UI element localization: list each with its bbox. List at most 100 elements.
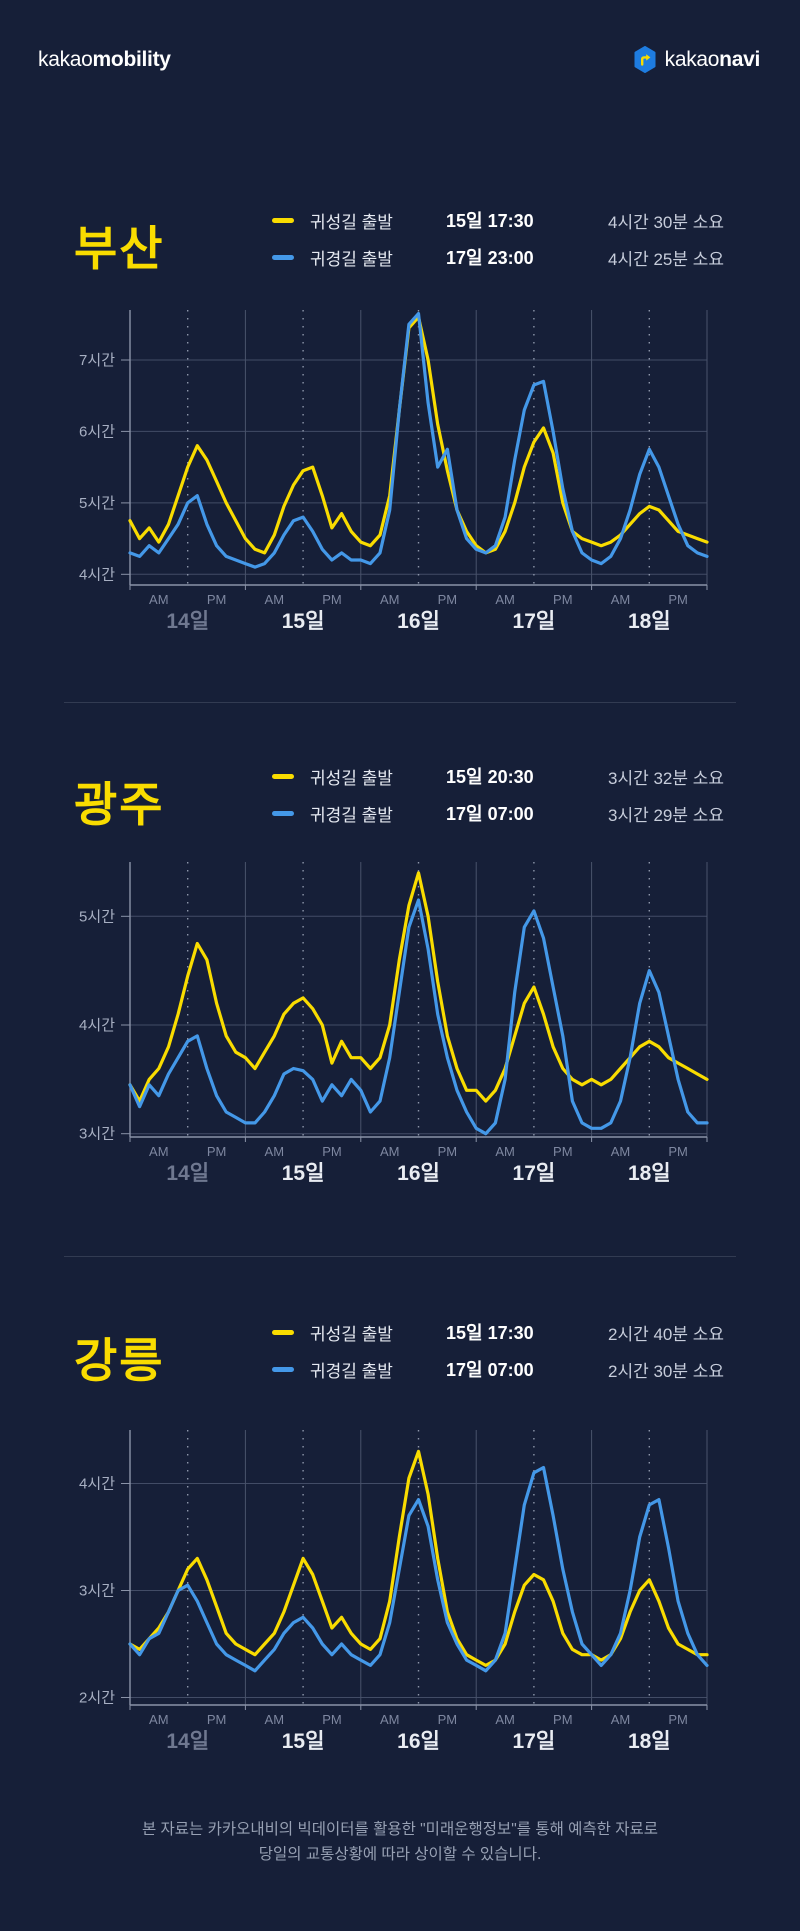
svg-text:PM: PM [553,592,573,607]
series-line-outbound [128,871,709,1103]
svg-text:4시간: 4시간 [79,1476,115,1493]
outbound-line-swatch [272,1329,294,1335]
svg-text:AM: AM [265,1144,285,1159]
legend-label: 귀경길 출발 [310,805,393,825]
svg-text:18일: 18일 [628,1162,671,1185]
date-labels: 14일 15일 16일 17일 18일 [166,610,670,633]
svg-text:PM: PM [207,1712,227,1727]
svg-text:18일: 18일 [628,1730,671,1753]
kakaomobility-logo: kakaomobility [38,48,171,72]
legend-row-outbound: 귀성길 출발 15일 17:30 2시간 40분 소요 [272,1319,756,1345]
brand-suffix: mobility [92,47,171,71]
svg-text:17일: 17일 [513,610,556,633]
footer-line-2: 당일의 교통상황에 따라 상이할 수 있습니다. [258,1845,542,1863]
legend-datetime: 17일 07:00 [446,1360,534,1380]
brand-prefix: kakao [664,47,720,71]
outbound-line-swatch [272,773,294,779]
brand-suffix: navi [719,47,760,71]
axes [129,862,707,1138]
footer-disclaimer: 본 자료는 카카오내비의 빅데이터를 활용한 "미래운행정보"를 통해 예측한 … [0,1818,800,1868]
svg-text:3시간: 3시간 [79,1126,115,1143]
svg-text:PM: PM [438,592,458,607]
city-title-busan: 부산 [74,222,165,275]
legend-datetime: 15일 17:30 [446,211,534,231]
svg-text:PM: PM [668,1144,688,1159]
svg-text:AM: AM [380,592,400,607]
footer-line-1: 본 자료는 카카오내비의 빅데이터를 활용한 "미래운행정보"를 통해 예측한 … [141,1821,659,1838]
svg-text:PM: PM [207,1144,227,1159]
line-chart-gangneung: 2시간 3시간 4시간 AM PM AM PM AM PM AM PM AM PM 14일 15일 16일 17… [79,1430,709,1753]
chart-section-gangneung: 강릉 귀성길 출발 15일 17:30 2시간 40분 소요 귀경길 출발 17… [0,1319,800,1754]
section-header: 광주 귀성길 출발 15일 20:30 3시간 32분 소요 귀경길 출발 17… [0,763,800,828]
legend-datetime: 15일 20:30 [446,767,534,787]
y-axis-labels: 4시간 5시간 6시간 7시간 [79,352,115,583]
svg-text:15일: 15일 [282,1162,325,1185]
section-header: 강릉 귀성길 출발 15일 17:30 2시간 40분 소요 귀경길 출발 17… [0,1319,800,1384]
series-line-return [128,898,709,1136]
y-gridlines [121,915,707,1135]
legend-label: 귀성길 출발 [310,1324,393,1344]
svg-text:AM: AM [149,1712,169,1727]
legend-datetime: 17일 07:00 [446,804,534,824]
series-line-return [128,312,709,569]
kakaonavi-logo: kakaonavi [633,46,760,73]
svg-text:AM: AM [495,1144,515,1159]
svg-text:3시간: 3시간 [79,1583,115,1600]
svg-text:18일: 18일 [628,610,671,633]
svg-text:6시간: 6시간 [79,423,115,440]
svg-text:4시간: 4시간 [79,566,115,583]
legend-duration: 4시간 30분 소요 [608,212,725,232]
legend-row-return: 귀경길 출발 17일 07:00 3시간 29분 소요 [272,800,756,826]
svg-text:5시간: 5시간 [79,495,115,512]
ampm-labels: AM PM AM PM AM PM AM PM AM PM [149,1144,688,1159]
svg-text:AM: AM [611,1712,631,1727]
svg-text:14일: 14일 [166,610,209,633]
svg-text:AM: AM [380,1144,400,1159]
svg-text:PM: PM [322,1712,342,1727]
legend-label: 귀경길 출발 [310,249,393,269]
svg-text:7시간: 7시간 [79,352,115,369]
svg-text:17일: 17일 [513,1162,556,1185]
svg-text:16일: 16일 [397,610,440,633]
axes [129,310,707,586]
legend: 귀성길 출발 15일 20:30 3시간 32분 소요 귀경길 출발 17일 0… [272,763,756,828]
chart-section-busan: 부산 귀성길 출발 15일 17:30 4시간 30분 소요 귀경길 출발 17… [0,207,800,634]
legend-duration: 3시간 32분 소요 [608,768,725,788]
svg-text:AM: AM [611,1144,631,1159]
section-divider [64,1256,736,1257]
svg-text:5시간: 5시간 [79,908,115,925]
header: kakaomobility kakaonavi [0,0,800,73]
section-divider [64,702,736,703]
svg-text:PM: PM [668,1712,688,1727]
svg-text:AM: AM [380,1712,400,1727]
legend-datetime: 15일 17:30 [446,1323,534,1343]
noon-dashed-lines [186,1430,650,1705]
legend: 귀성길 출발 15일 17:30 4시간 30분 소요 귀경길 출발 17일 2… [272,207,756,272]
series-line-outbound [128,315,709,555]
svg-text:PM: PM [207,592,227,607]
brand-prefix: kakao [38,47,93,71]
y-gridlines [121,1483,707,1698]
svg-text:PM: PM [322,1144,342,1159]
svg-text:AM: AM [265,592,285,607]
ampm-labels: AM PM AM PM AM PM AM PM AM PM [149,592,688,607]
kakaonavi-icon [634,46,656,73]
section-header: 부산 귀성길 출발 15일 17:30 4시간 30분 소요 귀경길 출발 17… [0,207,800,272]
svg-text:PM: PM [322,592,342,607]
y-axis-labels: 3시간 4시간 5시간 [79,908,115,1142]
return-line-swatch [272,810,294,816]
legend-duration: 2시간 40분 소요 [608,1324,725,1344]
svg-text:PM: PM [553,1144,573,1159]
legend-row-outbound: 귀성길 출발 15일 20:30 3시간 32분 소요 [272,763,756,789]
legend: 귀성길 출발 15일 17:30 2시간 40분 소요 귀경길 출발 17일 0… [272,1319,756,1384]
svg-text:16일: 16일 [397,1162,440,1185]
chart-section-gwangju: 광주 귀성길 출발 15일 20:30 3시간 32분 소요 귀경길 출발 17… [0,763,800,1186]
svg-text:15일: 15일 [282,610,325,633]
outbound-line-swatch [272,217,294,223]
svg-text:AM: AM [495,592,515,607]
return-line-swatch [272,1366,294,1372]
legend-row-outbound: 귀성길 출발 15일 17:30 4시간 30분 소요 [272,207,756,233]
y-axis-labels: 2시간 3시간 4시간 [79,1476,115,1707]
legend-duration: 3시간 29분 소요 [608,805,725,825]
